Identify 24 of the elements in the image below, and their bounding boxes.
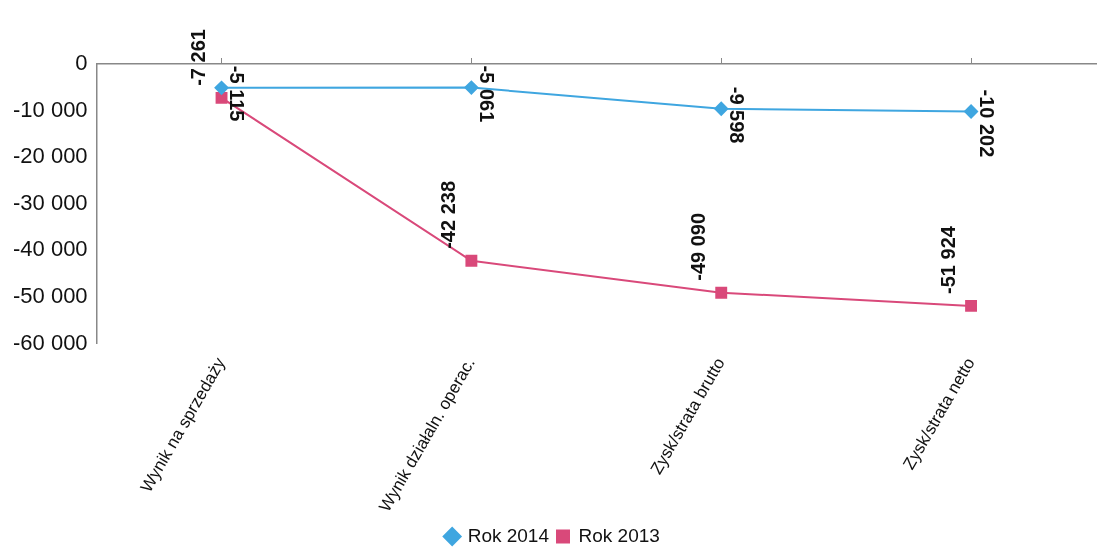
point [715,286,728,299]
point [464,80,479,95]
legend-label: Rok 2013 [578,524,660,546]
data-label: -51 924 [936,225,959,294]
y-tick-label: -60 000 [12,329,88,355]
point [964,104,979,119]
data-label: -5 061 [475,65,498,123]
data-label: -7 261 [187,29,210,86]
data-label: -9 598 [725,86,748,144]
point [714,101,729,116]
y-tick-label: -10 000 [12,96,88,122]
point [214,80,229,95]
y-tick-label: -40 000 [12,236,88,262]
y-tick-label: -20 000 [12,143,88,169]
data-label: -10 202 [975,89,998,158]
y-tick-label: 0 [75,50,88,76]
legend-label: Rok 2014 [467,524,550,546]
data-label: -49 090 [686,212,709,281]
y-tick-label: -50 000 [12,283,88,309]
point [965,299,978,312]
y-tick-label: -30 000 [12,189,88,215]
data-label: -42 238 [436,180,459,249]
data-label: -5 115 [226,65,249,122]
point [465,254,478,267]
